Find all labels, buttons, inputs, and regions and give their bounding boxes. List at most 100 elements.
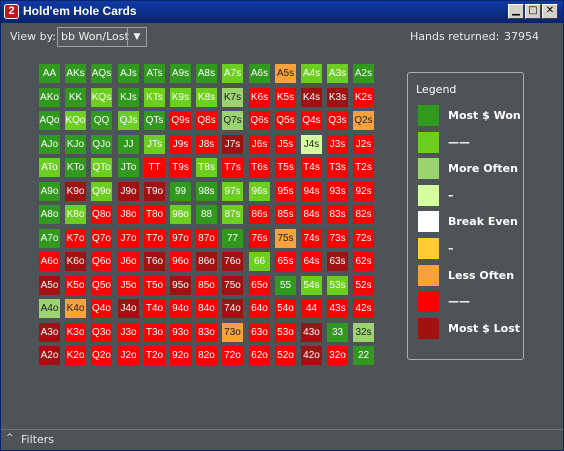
hand-cell[interactable]: 54s <box>301 276 322 295</box>
hand-cell[interactable]: 74s <box>301 229 322 248</box>
hand-cell[interactable]: T2s <box>353 158 374 177</box>
hand-cell[interactable]: QTs <box>144 111 165 130</box>
hand-cell[interactable]: 76o <box>222 252 243 271</box>
hand-cell[interactable]: 97o <box>170 229 191 248</box>
hand-cell[interactable]: T9o <box>144 182 165 201</box>
hand-cell[interactable]: T9s <box>170 158 191 177</box>
hand-cell[interactable]: T8s <box>196 158 217 177</box>
hand-cell[interactable]: A6s <box>249 64 270 83</box>
hand-cell[interactable]: 62o <box>249 346 270 365</box>
hand-cell[interactable]: 72s <box>353 229 374 248</box>
hand-cell[interactable]: K2s <box>353 88 374 107</box>
hand-cell[interactable]: J4s <box>301 135 322 154</box>
hand-cell[interactable]: 42s <box>353 299 374 318</box>
hand-cell[interactable]: 93o <box>170 323 191 342</box>
hand-cell[interactable]: T4s <box>301 158 322 177</box>
hand-cell[interactable]: Q9o <box>91 182 112 201</box>
hand-cell[interactable]: 98s <box>196 182 217 201</box>
hand-cell[interactable]: K5o <box>65 276 86 295</box>
hand-cell[interactable]: K9o <box>65 182 86 201</box>
close-button[interactable]: ✕ <box>542 4 558 19</box>
hand-cell[interactable]: 32o <box>327 346 348 365</box>
hand-cell[interactable]: Q5o <box>91 276 112 295</box>
hand-cell[interactable]: QTo <box>91 158 112 177</box>
hand-cell[interactable]: KJs <box>118 88 139 107</box>
hand-cell[interactable]: T2o <box>144 346 165 365</box>
hand-cell[interactable]: 63s <box>327 252 348 271</box>
hand-cell[interactable]: J8o <box>118 205 139 224</box>
hand-cell[interactable]: J7s <box>222 135 243 154</box>
hand-cell[interactable]: 44 <box>301 299 322 318</box>
hand-cell[interactable]: 96o <box>170 252 191 271</box>
hand-cell[interactable]: 94s <box>301 182 322 201</box>
hand-cell[interactable]: Q4s <box>301 111 322 130</box>
hand-cell[interactable]: J7o <box>118 229 139 248</box>
hand-cell[interactable]: 52o <box>275 346 296 365</box>
hand-cell[interactable]: TT <box>144 158 165 177</box>
hand-cell[interactable]: T5o <box>144 276 165 295</box>
hand-cell[interactable]: 95o <box>170 276 191 295</box>
hand-cell[interactable]: J9o <box>118 182 139 201</box>
hand-cell[interactable]: KJo <box>65 135 86 154</box>
hand-cell[interactable]: A2o <box>39 346 60 365</box>
hand-cell[interactable]: T4o <box>144 299 165 318</box>
hand-cell[interactable]: T3s <box>327 158 348 177</box>
hand-cell[interactable]: A2s <box>353 64 374 83</box>
hand-cell[interactable]: 65s <box>275 252 296 271</box>
hand-cell[interactable]: AA <box>39 64 60 83</box>
hand-cell[interactable]: A4o <box>39 299 60 318</box>
hand-cell[interactable]: 62s <box>353 252 374 271</box>
hand-cell[interactable]: A5o <box>39 276 60 295</box>
hand-cell[interactable]: AQo <box>39 111 60 130</box>
hand-cell[interactable]: K8s <box>196 88 217 107</box>
hand-cell[interactable]: T7o <box>144 229 165 248</box>
hand-cell[interactable]: 85s <box>275 205 296 224</box>
hand-cell[interactable]: K7s <box>222 88 243 107</box>
hand-cell[interactable]: 94o <box>170 299 191 318</box>
hand-cell[interactable]: A3o <box>39 323 60 342</box>
hand-cell[interactable]: J6o <box>118 252 139 271</box>
hand-cell[interactable]: K3s <box>327 88 348 107</box>
hand-cell[interactable]: 95s <box>275 182 296 201</box>
hand-cell[interactable]: A9o <box>39 182 60 201</box>
hand-cell[interactable]: Q9s <box>170 111 191 130</box>
hand-cell[interactable]: 52s <box>353 276 374 295</box>
hand-cell[interactable]: Q6s <box>249 111 270 130</box>
hand-cell[interactable]: AJo <box>39 135 60 154</box>
hand-cell[interactable]: K4o <box>65 299 86 318</box>
hand-cell[interactable]: Q4o <box>91 299 112 318</box>
hand-cell[interactable]: T6s <box>249 158 270 177</box>
hand-cell[interactable]: JJ <box>118 135 139 154</box>
hand-cell[interactable]: Q3s <box>327 111 348 130</box>
hand-cell[interactable]: 64s <box>301 252 322 271</box>
hand-cell[interactable]: 84s <box>301 205 322 224</box>
hand-cell[interactable]: 53s <box>327 276 348 295</box>
hand-cell[interactable]: ATs <box>144 64 165 83</box>
hand-cell[interactable]: 75s <box>275 229 296 248</box>
hand-cell[interactable]: 65o <box>249 276 270 295</box>
hand-cell[interactable]: 54o <box>275 299 296 318</box>
hand-cell[interactable]: A8o <box>39 205 60 224</box>
hand-cell[interactable]: A8s <box>196 64 217 83</box>
hand-cell[interactable]: 98o <box>170 205 191 224</box>
filters-label[interactable]: Filters <box>21 433 54 446</box>
hand-cell[interactable]: A7o <box>39 229 60 248</box>
hand-cell[interactable]: Q2s <box>353 111 374 130</box>
hand-cell[interactable]: QJs <box>118 111 139 130</box>
filters-bar[interactable]: ^ Filters <box>1 429 563 450</box>
hand-cell[interactable]: JTo <box>118 158 139 177</box>
hand-cell[interactable]: K8o <box>65 205 86 224</box>
hand-cell[interactable]: 32s <box>353 323 374 342</box>
view-by-dropdown[interactable]: bb Won/Lost ▼ <box>57 27 147 47</box>
hand-cell[interactable]: 96s <box>249 182 270 201</box>
title-bar[interactable]: 2 Hold'em Hole Cards ▁ □ ✕ <box>1 1 563 23</box>
hand-cell[interactable]: 53o <box>275 323 296 342</box>
hand-cell[interactable]: Q5s <box>275 111 296 130</box>
hand-cell[interactable]: 87o <box>196 229 217 248</box>
hand-cell[interactable]: KQo <box>65 111 86 130</box>
hand-cell[interactable]: T6o <box>144 252 165 271</box>
hand-cell[interactable]: ATo <box>39 158 60 177</box>
hand-cell[interactable]: AKs <box>65 64 86 83</box>
hand-cell[interactable]: K5s <box>275 88 296 107</box>
hand-cell[interactable]: 88 <box>196 205 217 224</box>
